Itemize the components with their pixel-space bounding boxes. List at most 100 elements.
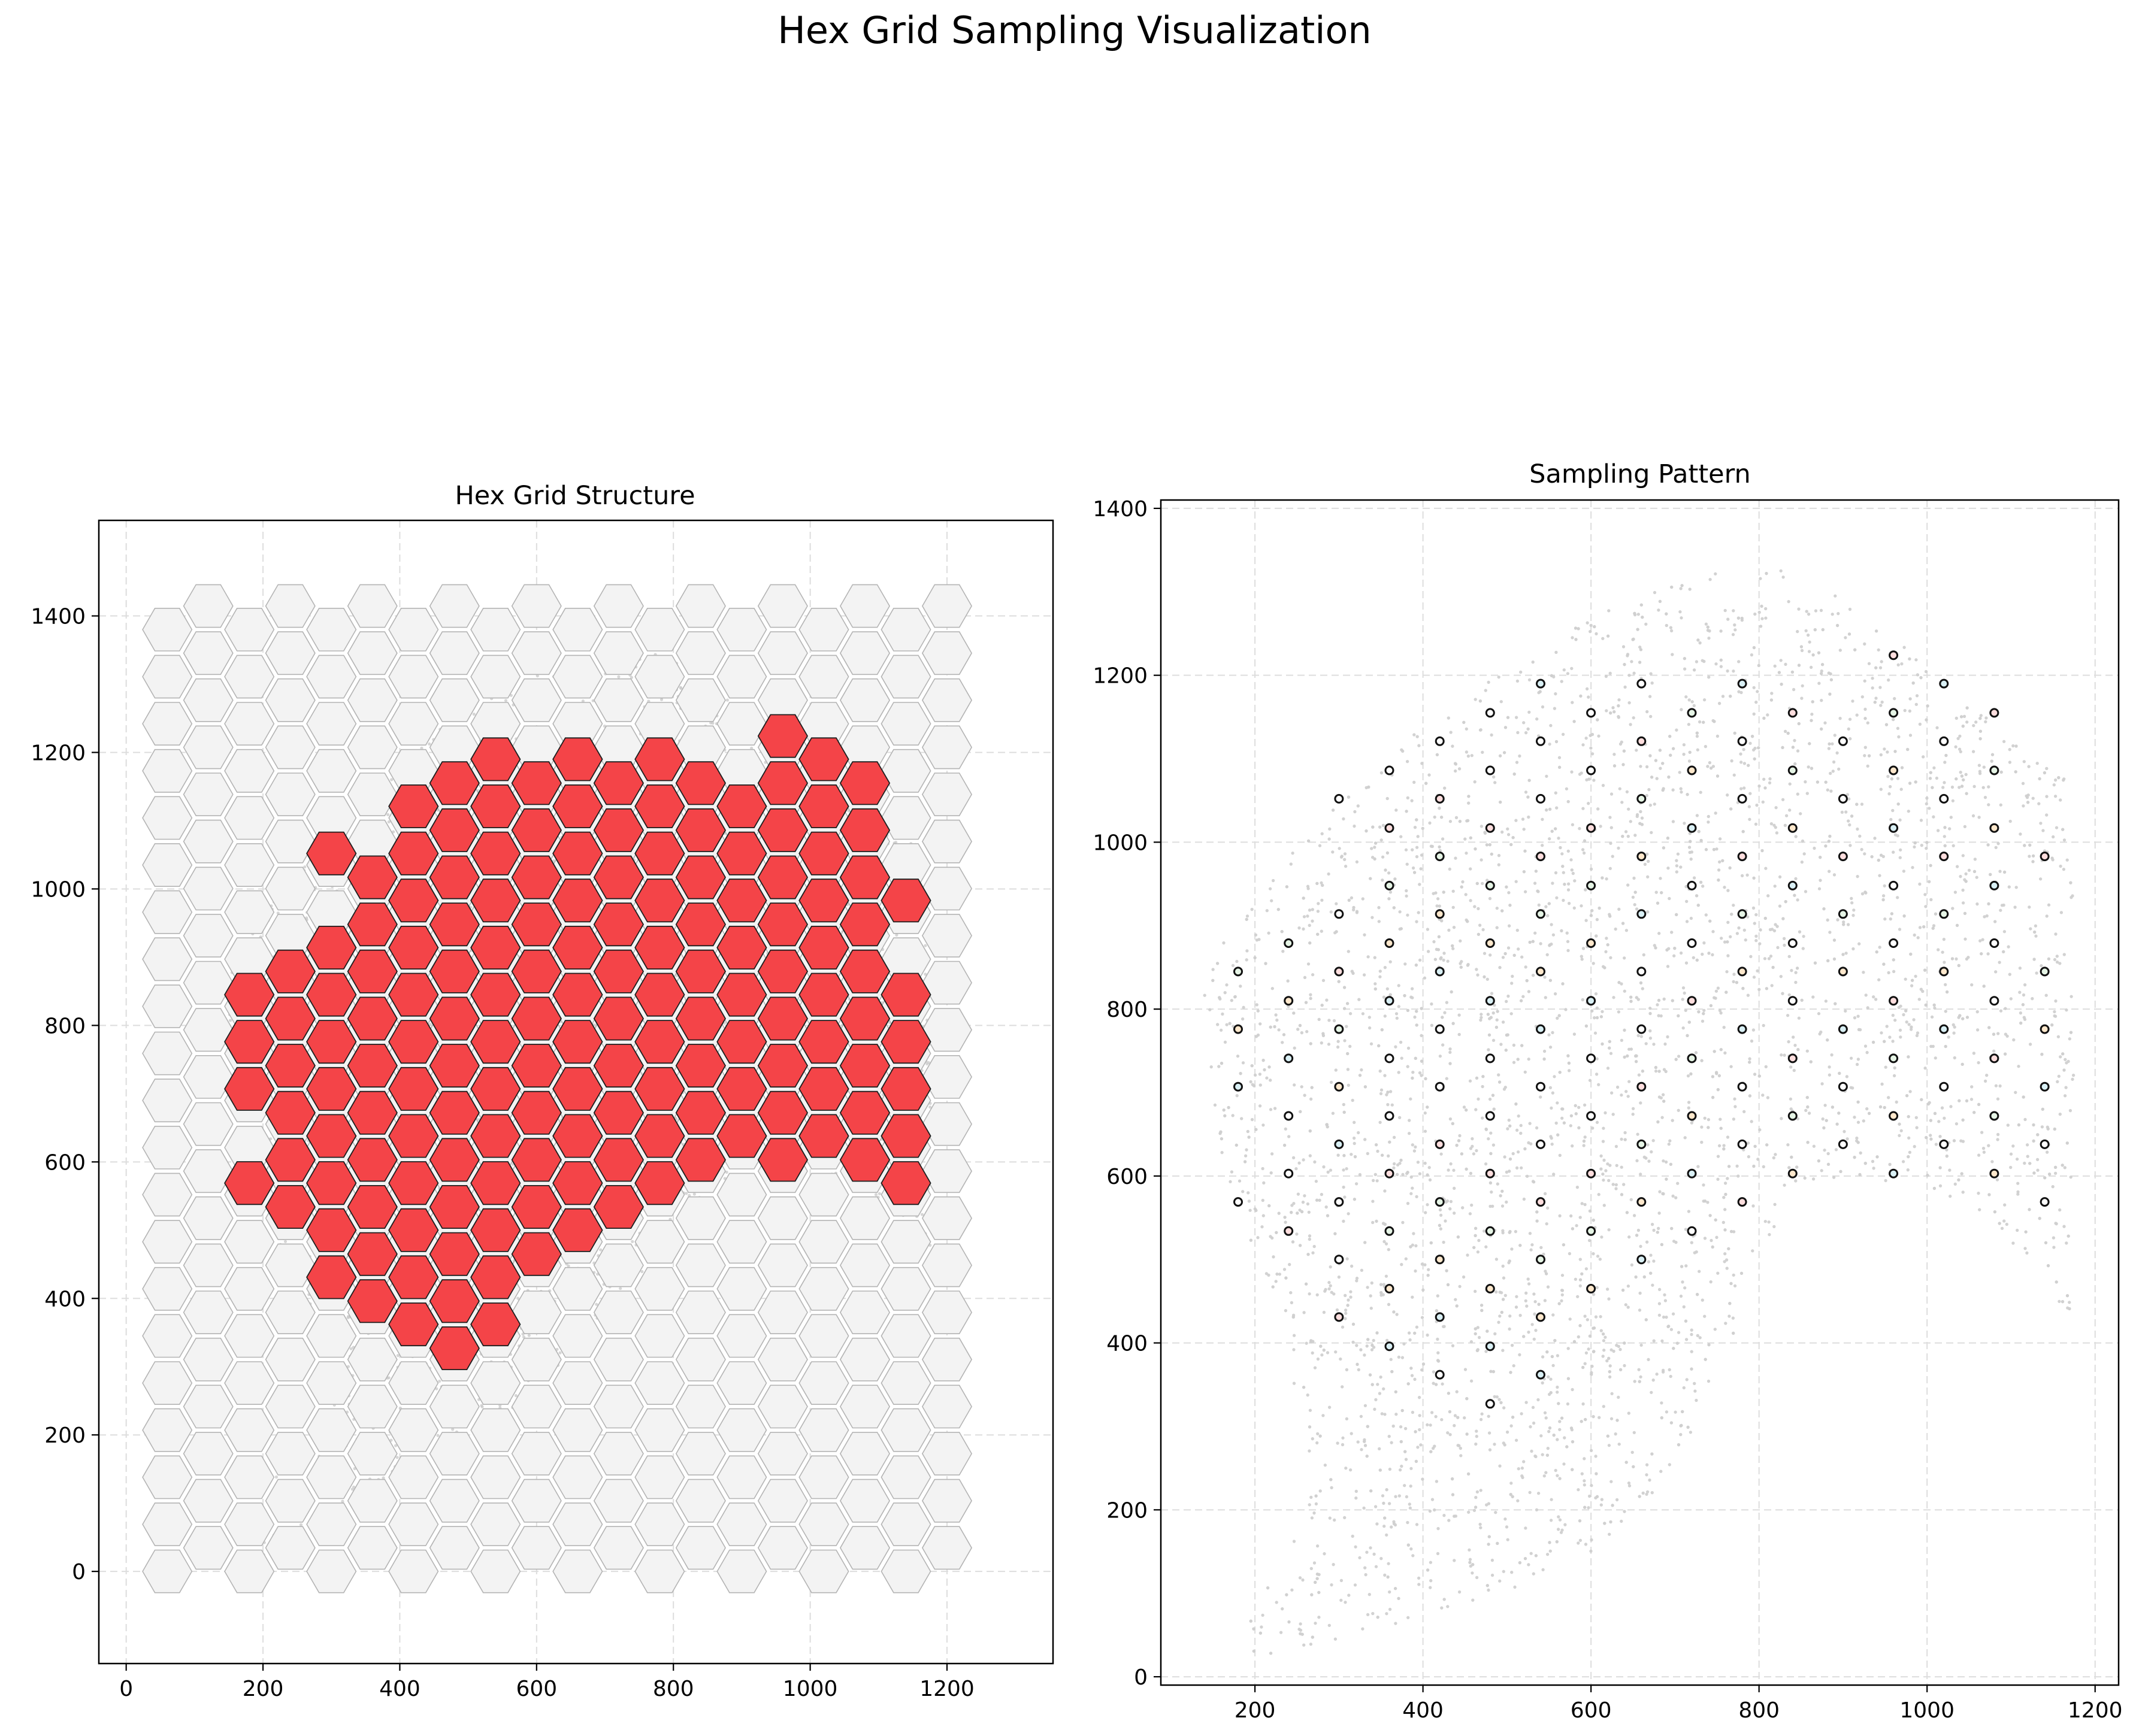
hex-grid-structure-selected-hexagons xyxy=(224,714,931,1371)
hex-grid-structure-background-point xyxy=(504,699,508,702)
hex-grid-structure-panel: Hex Grid Structure 0 200 400 600 800 1000 1200… xyxy=(31,481,1054,1701)
hex-grid-structure-background-point xyxy=(472,713,476,716)
hex-cell xyxy=(921,772,973,816)
hex-cell xyxy=(634,1408,685,1452)
hex-cell xyxy=(798,1220,849,1264)
hex-cell xyxy=(224,1455,275,1499)
selected-hex-cell xyxy=(347,949,398,993)
hex-cell xyxy=(224,1361,275,1405)
selected-hex-cell xyxy=(839,1138,891,1182)
hex-cell xyxy=(142,1502,193,1546)
hex-cell xyxy=(224,607,275,652)
selected-hex-cell xyxy=(552,1208,603,1252)
hex-cell xyxy=(224,1314,275,1358)
hex-cell xyxy=(183,867,234,911)
hex-grid-structure-background-point xyxy=(274,1475,278,1479)
hex-cell xyxy=(552,1455,603,1499)
hex-cell xyxy=(634,1314,685,1358)
selected-hex-cell xyxy=(429,1090,480,1135)
hex-grid-structure-background-point xyxy=(389,1438,393,1442)
hex-grid-structure-background-point xyxy=(595,1302,598,1306)
hex-cell xyxy=(634,655,685,699)
hex-grid-structure-background-point xyxy=(392,830,395,834)
hex-cell xyxy=(142,1126,193,1170)
selected-hex-cell xyxy=(429,761,480,805)
hex-cell xyxy=(183,631,234,675)
hex-cell xyxy=(142,1314,193,1358)
hex-grid-structure-x-tick-label: 1200 xyxy=(919,1677,975,1701)
selected-hex-cell xyxy=(470,1161,521,1205)
hex-cell xyxy=(183,1055,234,1099)
selected-hex-cell xyxy=(265,949,316,993)
hex-cell xyxy=(470,1502,521,1546)
hex-grid-structure-background-point xyxy=(725,698,729,702)
hex-cell xyxy=(511,1337,562,1381)
hex-grid-structure-background-point xyxy=(709,721,713,725)
selected-hex-cell xyxy=(552,926,603,970)
hex-cell xyxy=(183,1526,234,1570)
selected-hex-cell xyxy=(511,1090,562,1135)
selected-hex-cell xyxy=(511,996,562,1041)
hex-grid-structure-y-tick-label: 600 xyxy=(44,1150,86,1175)
selected-hex-cell xyxy=(552,1114,603,1158)
hex-cell xyxy=(839,1384,891,1429)
hex-grid-structure-background-point xyxy=(631,1240,634,1243)
hex-cell xyxy=(757,1290,808,1334)
selected-hex-cell xyxy=(716,784,767,828)
hex-cell xyxy=(881,1220,931,1264)
hex-cell xyxy=(675,1479,726,1523)
hex-cell xyxy=(142,749,193,793)
selected-hex-cell xyxy=(429,808,480,852)
selected-hex-cell xyxy=(347,1044,398,1088)
hex-cell xyxy=(757,1337,808,1381)
selected-hex-cell xyxy=(593,1090,645,1135)
hex-cell xyxy=(142,1455,193,1499)
hex-cell xyxy=(388,1502,439,1546)
selected-hex-cell xyxy=(839,855,891,899)
hex-cell xyxy=(388,1455,439,1499)
hex-grid-structure-axes-ticks: 0 200 400 600 800 1000 12000200400600800100012… xyxy=(31,605,974,1701)
selected-hex-cell xyxy=(552,1020,603,1064)
hex-cell xyxy=(306,1408,357,1452)
hex-cell xyxy=(183,584,234,628)
hex-grid-structure-background-point xyxy=(436,1434,440,1437)
hex-cell xyxy=(716,1220,767,1264)
selected-hex-cell xyxy=(388,1255,439,1299)
selected-hex-cell xyxy=(757,714,809,758)
hex-cell xyxy=(798,607,849,652)
hex-cell xyxy=(183,1243,234,1287)
selected-hex-cell xyxy=(839,902,891,947)
selected-hex-cell xyxy=(757,902,809,947)
hex-cell xyxy=(429,584,480,628)
hex-grid-structure-background-point xyxy=(619,1287,622,1290)
hex-cell xyxy=(347,1526,398,1570)
selected-hex-cell xyxy=(634,1067,685,1111)
hex-grid-structure-background-point xyxy=(346,1365,350,1368)
hex-cell xyxy=(306,749,357,793)
hex-cell xyxy=(839,584,891,628)
selected-hex-cell xyxy=(675,808,727,852)
selected-hex-cell xyxy=(347,1090,398,1135)
hex-cell xyxy=(839,631,891,675)
hex-cell xyxy=(839,1526,891,1570)
hex-cell xyxy=(634,1267,685,1311)
hex-cell xyxy=(183,725,234,769)
selected-hex-cell xyxy=(470,1020,521,1064)
selected-hex-cell xyxy=(757,1138,809,1182)
selected-hex-cell xyxy=(798,1114,849,1158)
hex-cell xyxy=(921,1384,973,1429)
hex-cell xyxy=(224,655,275,699)
hex-cell xyxy=(306,607,357,652)
selected-hex-cell xyxy=(306,972,357,1017)
hex-grid-structure-background-point xyxy=(387,820,391,824)
hex-cell xyxy=(881,702,931,746)
hex-cell xyxy=(716,1549,767,1593)
hex-grid-structure-y-tick-label: 400 xyxy=(44,1287,86,1311)
hex-cell xyxy=(183,1432,234,1476)
selected-hex-cell xyxy=(347,1138,398,1182)
selected-hex-cell xyxy=(552,784,603,828)
selected-hex-cell xyxy=(593,1138,645,1182)
selected-hex-cell xyxy=(757,855,809,899)
selected-hex-cell xyxy=(593,996,645,1041)
hex-grid-structure-background-point xyxy=(283,1240,288,1243)
